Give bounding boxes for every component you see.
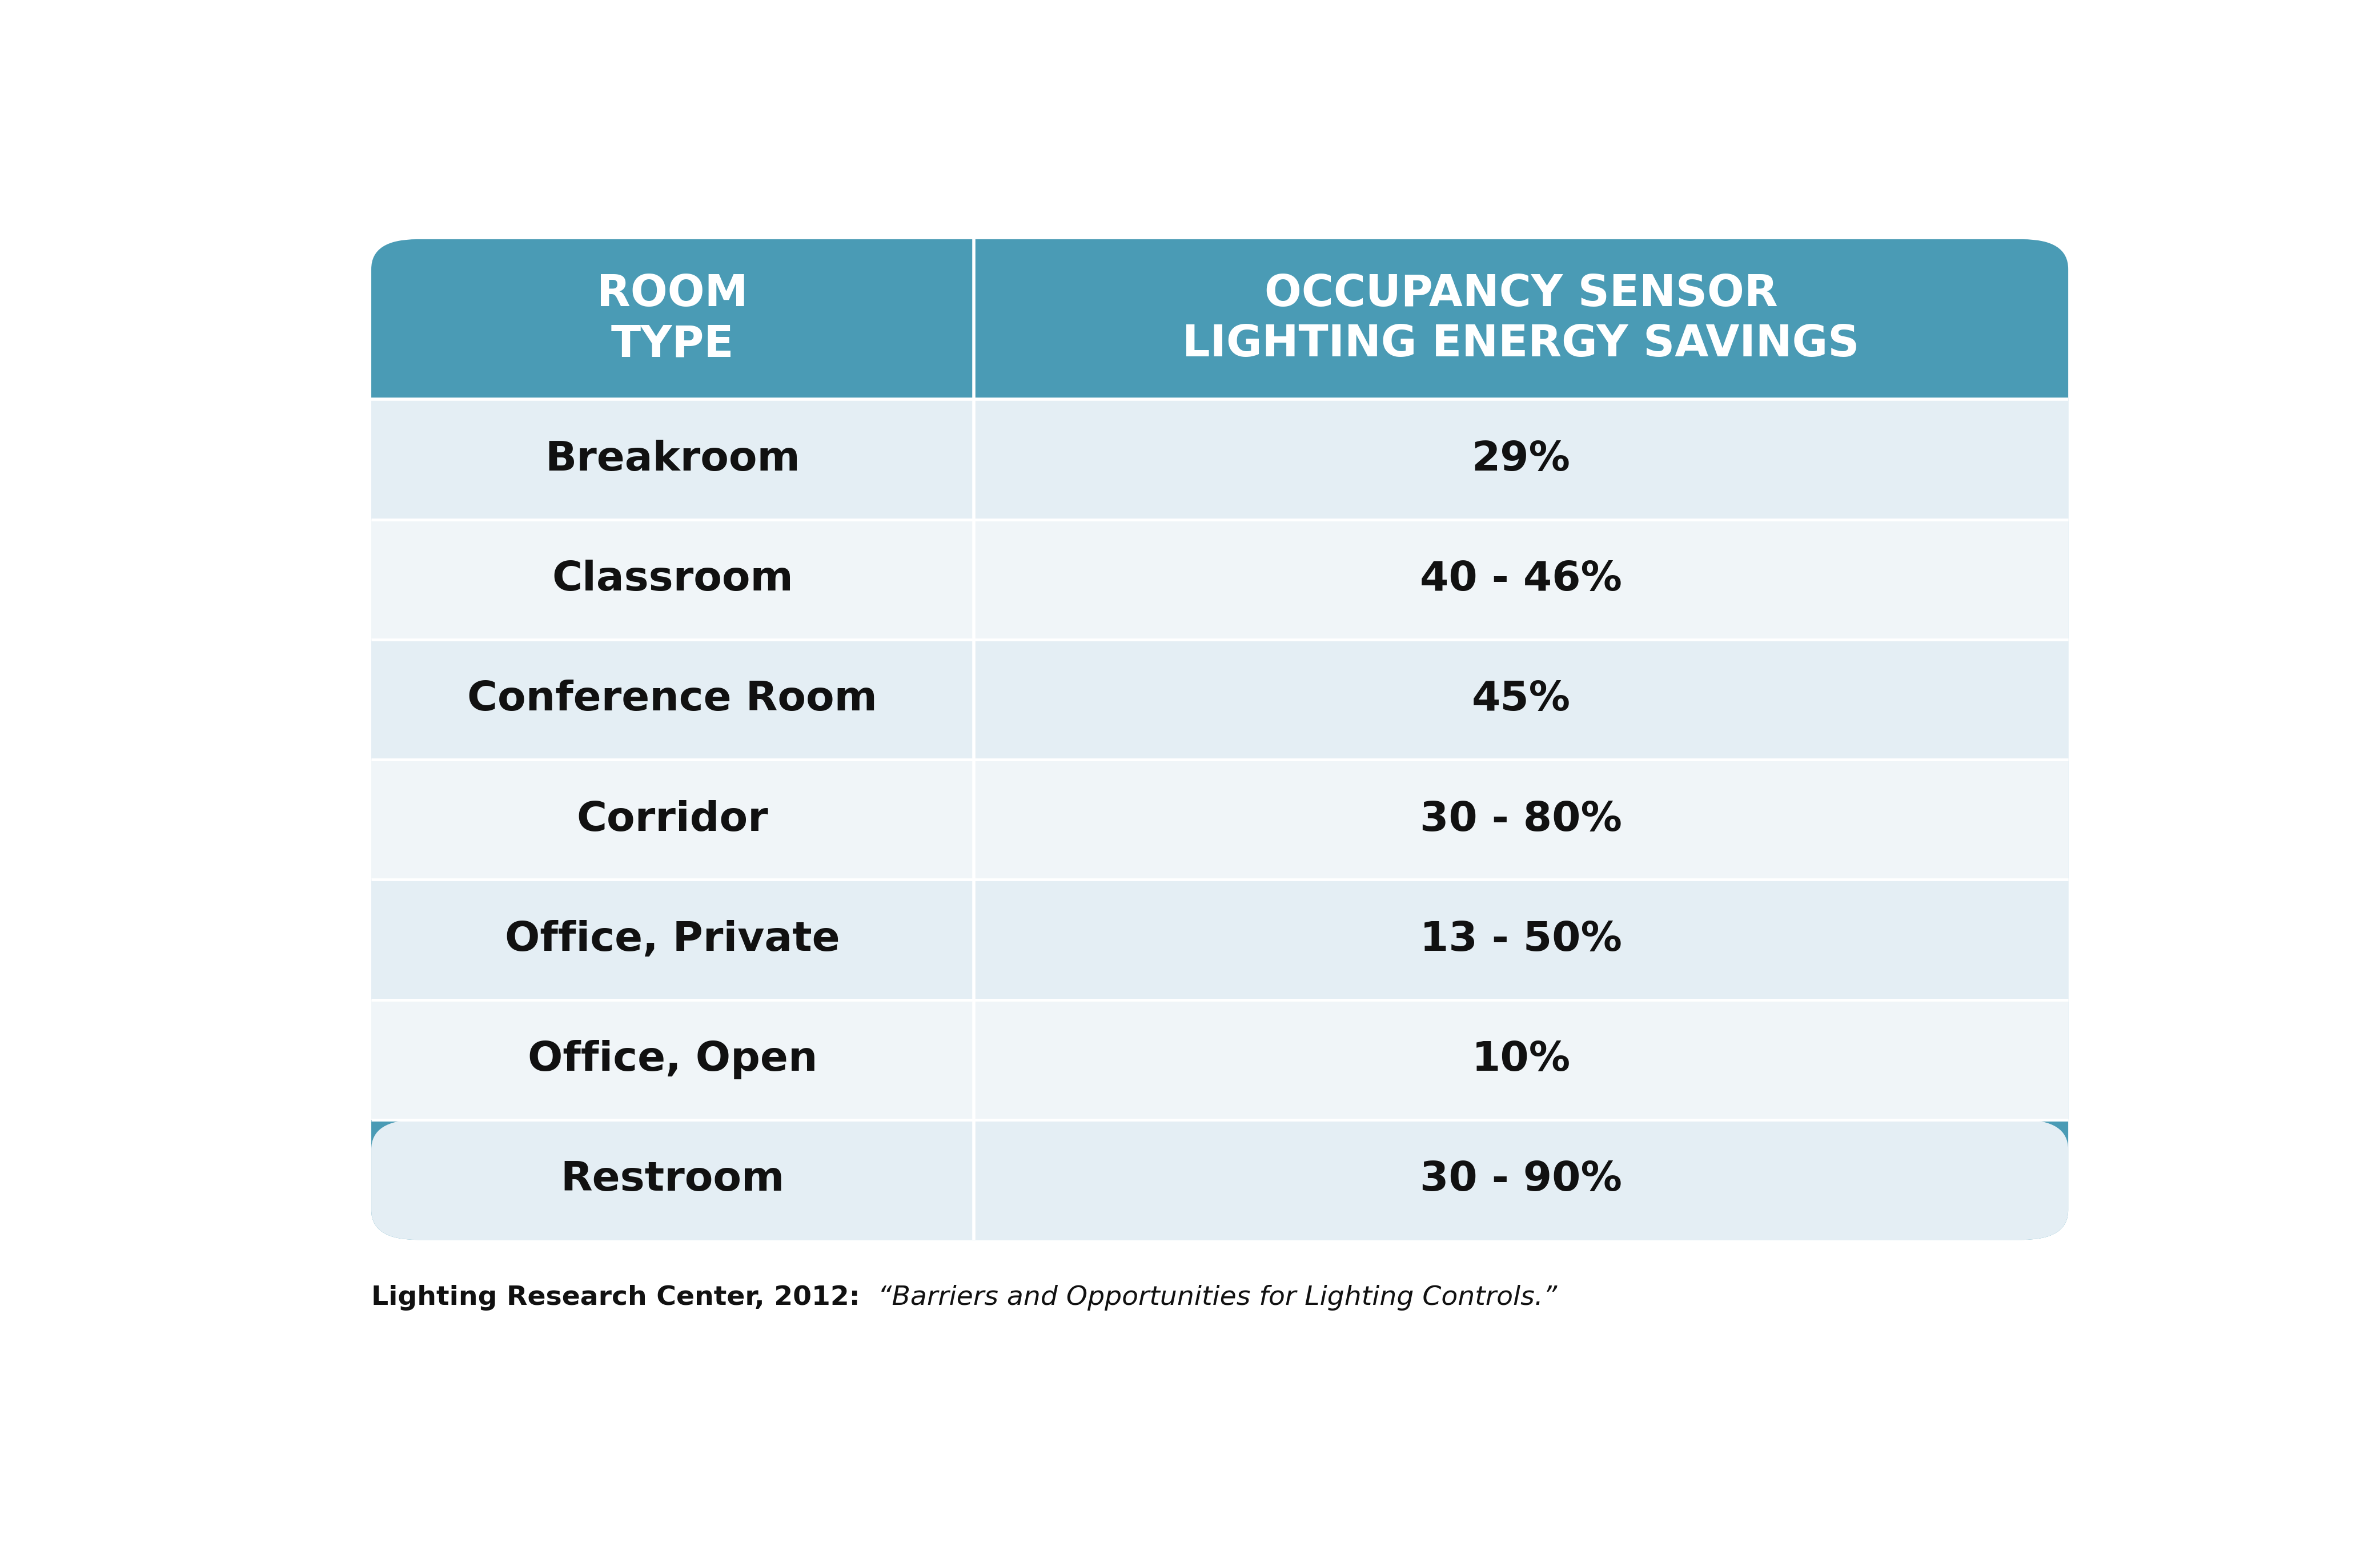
Bar bbox=[371, 639, 2068, 760]
FancyBboxPatch shape bbox=[371, 1120, 2068, 1239]
Text: 29%: 29% bbox=[1471, 439, 1571, 480]
Bar bbox=[371, 520, 2068, 639]
Text: 13 - 50%: 13 - 50% bbox=[1421, 920, 1623, 959]
Text: “Barriers and Opportunities for Lighting Controls.”: “Barriers and Opportunities for Lighting… bbox=[869, 1286, 1557, 1310]
Text: Restroom: Restroom bbox=[559, 1160, 785, 1199]
Text: Corridor: Corridor bbox=[576, 800, 769, 840]
Text: Office, Private: Office, Private bbox=[505, 920, 840, 959]
Text: 40 - 46%: 40 - 46% bbox=[1421, 560, 1623, 599]
Text: Conference Room: Conference Room bbox=[466, 679, 878, 719]
FancyBboxPatch shape bbox=[371, 240, 2068, 1239]
Text: Classroom: Classroom bbox=[552, 560, 793, 599]
Bar bbox=[371, 999, 2068, 1120]
Text: 45%: 45% bbox=[1471, 679, 1571, 719]
Text: Lighting Research Center, 2012:: Lighting Research Center, 2012: bbox=[371, 1286, 859, 1310]
Text: 30 - 80%: 30 - 80% bbox=[1421, 800, 1623, 840]
Bar bbox=[371, 760, 2068, 880]
Text: 10%: 10% bbox=[1471, 1040, 1571, 1080]
Text: 30 - 90%: 30 - 90% bbox=[1421, 1160, 1623, 1199]
Bar bbox=[371, 880, 2068, 999]
Text: ROOM
TYPE: ROOM TYPE bbox=[597, 272, 747, 365]
Text: Office, Open: Office, Open bbox=[528, 1040, 816, 1080]
Bar bbox=[371, 399, 2068, 520]
Text: Breakroom: Breakroom bbox=[545, 439, 800, 480]
Text: OCCUPANCY SENSOR
LIGHTING ENERGY SAVINGS: OCCUPANCY SENSOR LIGHTING ENERGY SAVINGS bbox=[1183, 272, 1859, 365]
